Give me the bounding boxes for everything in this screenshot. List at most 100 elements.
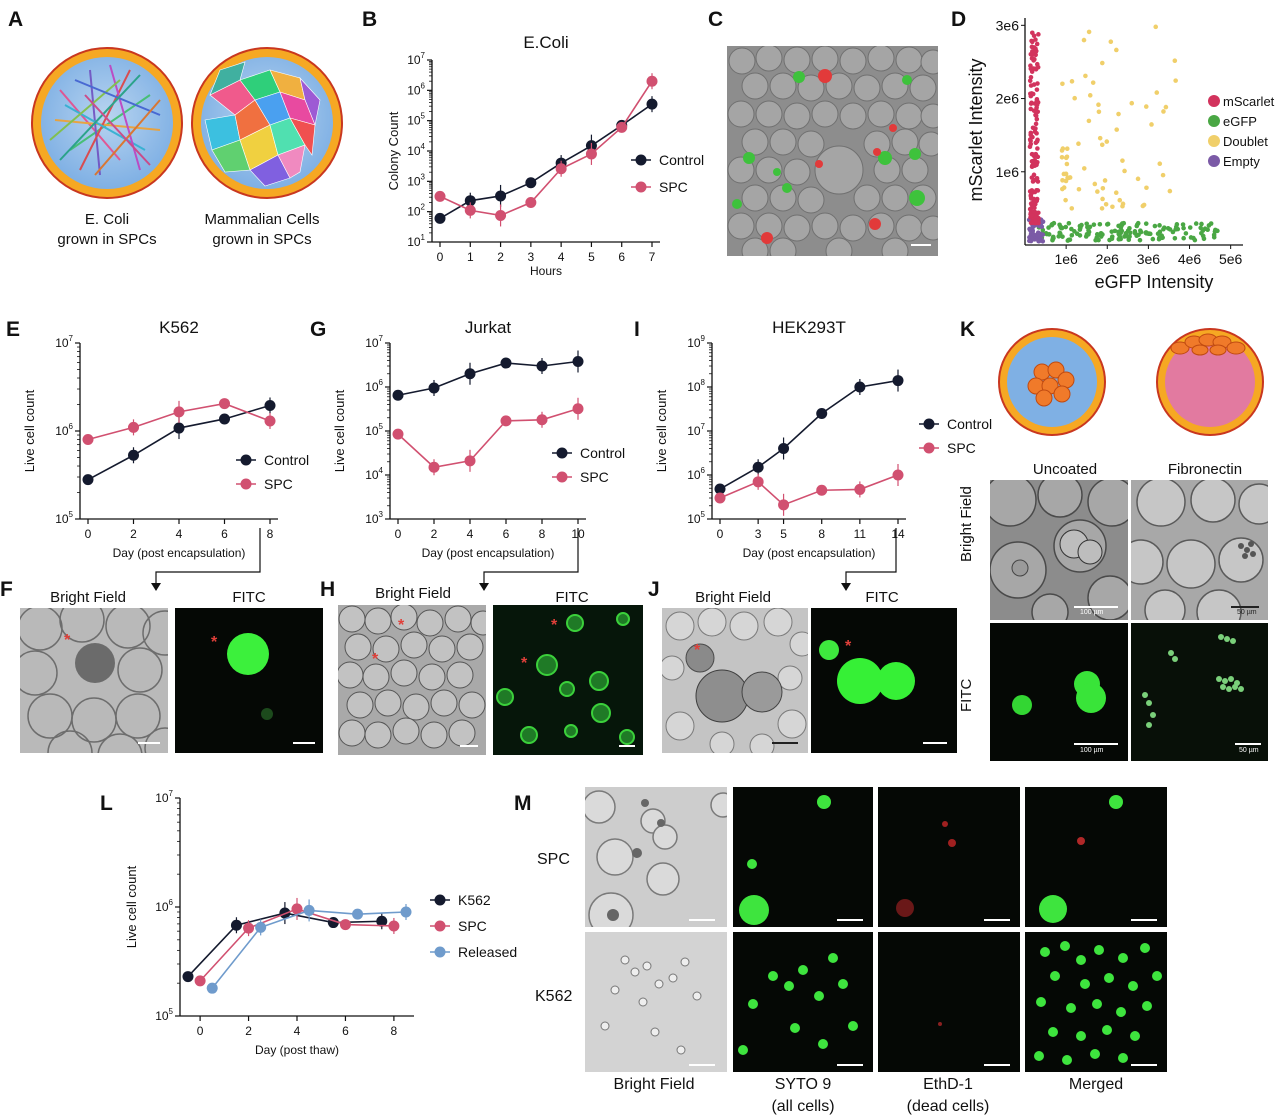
panel-m-k562-syto9-cells bbox=[733, 932, 873, 1072]
chart-d-point-doublet bbox=[1065, 175, 1070, 180]
chart-g-ytick-label: 106 bbox=[365, 378, 383, 394]
chart-b-point-spc bbox=[646, 75, 658, 87]
chart-g-ylabel: Live cell count bbox=[332, 389, 347, 472]
chart-d-point-egfp bbox=[1138, 228, 1143, 233]
chart-d-point-doublet bbox=[1063, 155, 1069, 161]
chart-b-ytick-label: 102 bbox=[407, 203, 425, 219]
chart-g-ytick-label: 107 bbox=[365, 334, 383, 350]
chart-i-xtick-label: 3 bbox=[755, 527, 762, 541]
chart-d-point-mscarlet bbox=[1027, 78, 1033, 84]
chart-d-point-doublet bbox=[1063, 171, 1069, 177]
chart-d-point-mscarlet bbox=[1032, 209, 1037, 215]
chart-d-point-egfp bbox=[1086, 228, 1091, 233]
chart-d-point-doublet bbox=[1086, 118, 1092, 124]
chart-d-point-doublet bbox=[1135, 176, 1141, 182]
chart-d-point-doublet bbox=[1153, 24, 1159, 30]
chart-l-point-spc bbox=[243, 922, 255, 934]
chart-d-point-egfp bbox=[1107, 237, 1112, 243]
chart-e-point-control bbox=[82, 474, 94, 486]
chart-b-xtick-label: 2 bbox=[497, 250, 504, 264]
panel-m-k562-merged-cells bbox=[1025, 932, 1167, 1072]
chart-d-point-doublet bbox=[1120, 203, 1125, 209]
chart-d-point-doublet bbox=[1172, 58, 1178, 64]
panel-h-fitc-label: FITC bbox=[555, 589, 589, 606]
chart-d-point-mscarlet bbox=[1034, 96, 1040, 102]
chart-l-point-spc bbox=[194, 975, 206, 987]
chart-g-xtick-label: 0 bbox=[395, 527, 402, 541]
chart-l-xtick-label: 0 bbox=[197, 1024, 204, 1038]
chart-i-ytick-label: 107 bbox=[687, 422, 705, 438]
chart-d-point-egfp bbox=[1150, 236, 1156, 242]
chart-d-point-egfp bbox=[1135, 220, 1141, 226]
panel-f-green-cell bbox=[227, 633, 269, 675]
chart-d-point-mscarlet bbox=[1027, 206, 1033, 212]
chart-d-point-doublet bbox=[1116, 111, 1121, 117]
chart-d-point-egfp bbox=[1059, 225, 1065, 231]
panel-k-fibronectin-bf-droplets bbox=[1131, 480, 1268, 620]
panel-m-k562-bf-cells bbox=[585, 932, 727, 1072]
chart-i-line-control bbox=[719, 379, 899, 490]
chart-d-point-egfp bbox=[1097, 221, 1103, 227]
chart-d-point-egfp bbox=[1077, 227, 1083, 232]
chart-i-xtick-label: 14 bbox=[891, 527, 905, 541]
panel-f-bf-label: Bright Field bbox=[50, 589, 126, 606]
panel-m-spc-merged bbox=[1025, 787, 1167, 927]
chart-d-point-mscarlet bbox=[1033, 112, 1038, 118]
panel-letter-k: K bbox=[960, 318, 976, 341]
panel-k-uncoated-fitc-scalebar bbox=[1074, 743, 1118, 745]
chart-g-point-spc bbox=[500, 415, 512, 427]
chart-e-point-control bbox=[173, 422, 185, 434]
chart-i-point-spc bbox=[854, 483, 866, 495]
chart-d-point-doublet bbox=[1102, 178, 1108, 183]
panel-m-spc-ethd1 bbox=[878, 787, 1020, 927]
chart-d-legend-marker-egfp bbox=[1208, 115, 1220, 127]
panel-k-uncoated-fitc-scaletext: 100 µm bbox=[1080, 747, 1104, 754]
chart-g-point-control bbox=[536, 360, 548, 372]
chart-d-point-egfp bbox=[1065, 238, 1071, 243]
chart-d-point-egfp bbox=[1109, 234, 1115, 239]
panel-m-col2-line2: (all cells) bbox=[771, 1098, 835, 1115]
panel-k-uncoated-cell-1 bbox=[1012, 695, 1032, 715]
chart-d-point-doublet bbox=[1122, 168, 1127, 174]
chart-i-xlabel: Day (post encapsulation) bbox=[743, 546, 876, 560]
chart-d-point-egfp bbox=[1063, 224, 1069, 230]
chart-d-point-doublet bbox=[1117, 197, 1123, 203]
chart-d-legend-label-mscarlet: mScarlet bbox=[1223, 94, 1275, 109]
chart-d-point-egfp bbox=[1157, 223, 1162, 228]
chart-d-point-doublet bbox=[1100, 185, 1106, 191]
chart-d-point-egfp bbox=[1046, 225, 1051, 230]
chart-b-point-spc bbox=[616, 121, 628, 133]
chart-i-point-spc bbox=[714, 492, 726, 504]
chart-d-point-egfp bbox=[1066, 220, 1072, 226]
panel-m-col3-line1: EthD-1 bbox=[923, 1076, 973, 1093]
chart-i-point-control bbox=[892, 375, 904, 387]
chart-l-point-spc bbox=[291, 903, 303, 915]
panel-k-uncoated-bf-scaletext: 100 µm bbox=[1080, 609, 1104, 616]
chart-d-point-doublet bbox=[1076, 141, 1081, 147]
chart-d-point-doublet bbox=[1069, 206, 1075, 211]
panel-m-spc-ethd-cell-3 bbox=[896, 899, 914, 917]
chart-d-legend-marker-doublet bbox=[1208, 135, 1220, 147]
chart-d-point-egfp bbox=[1172, 235, 1178, 241]
chart-d-point-doublet bbox=[1144, 185, 1149, 191]
panel-m-row2-label: K562 bbox=[535, 988, 573, 1005]
chart-d-point-egfp bbox=[1213, 227, 1218, 233]
chart-g-xtick-label: 6 bbox=[503, 527, 510, 541]
chart-b-ytick-label: 103 bbox=[407, 172, 425, 188]
chart-d-point-doublet bbox=[1064, 146, 1070, 151]
chart-g-line-control bbox=[397, 360, 579, 397]
chart-b-point-spc bbox=[585, 148, 597, 160]
chart-i-ylabel: Live cell count bbox=[654, 389, 669, 472]
chart-d-point-egfp bbox=[1187, 225, 1193, 230]
panel-m-spc-bf bbox=[585, 787, 727, 927]
chart-d-point-egfp bbox=[1124, 233, 1130, 239]
chart-d-point-egfp bbox=[1126, 237, 1132, 242]
chart-d-ylabel: mScarlet Intensity bbox=[966, 58, 986, 201]
chart-d-xtick-label: 2e6 bbox=[1096, 251, 1120, 267]
chart-d-point-mscarlet bbox=[1035, 146, 1040, 151]
chart-d-point-doublet bbox=[1086, 29, 1092, 35]
chart-d-point-egfp bbox=[1160, 235, 1165, 240]
chart-d-point-doublet bbox=[1090, 80, 1096, 85]
chart-b-xtick-label: 7 bbox=[649, 250, 656, 264]
chart-e-xtick-label: 8 bbox=[267, 527, 274, 541]
